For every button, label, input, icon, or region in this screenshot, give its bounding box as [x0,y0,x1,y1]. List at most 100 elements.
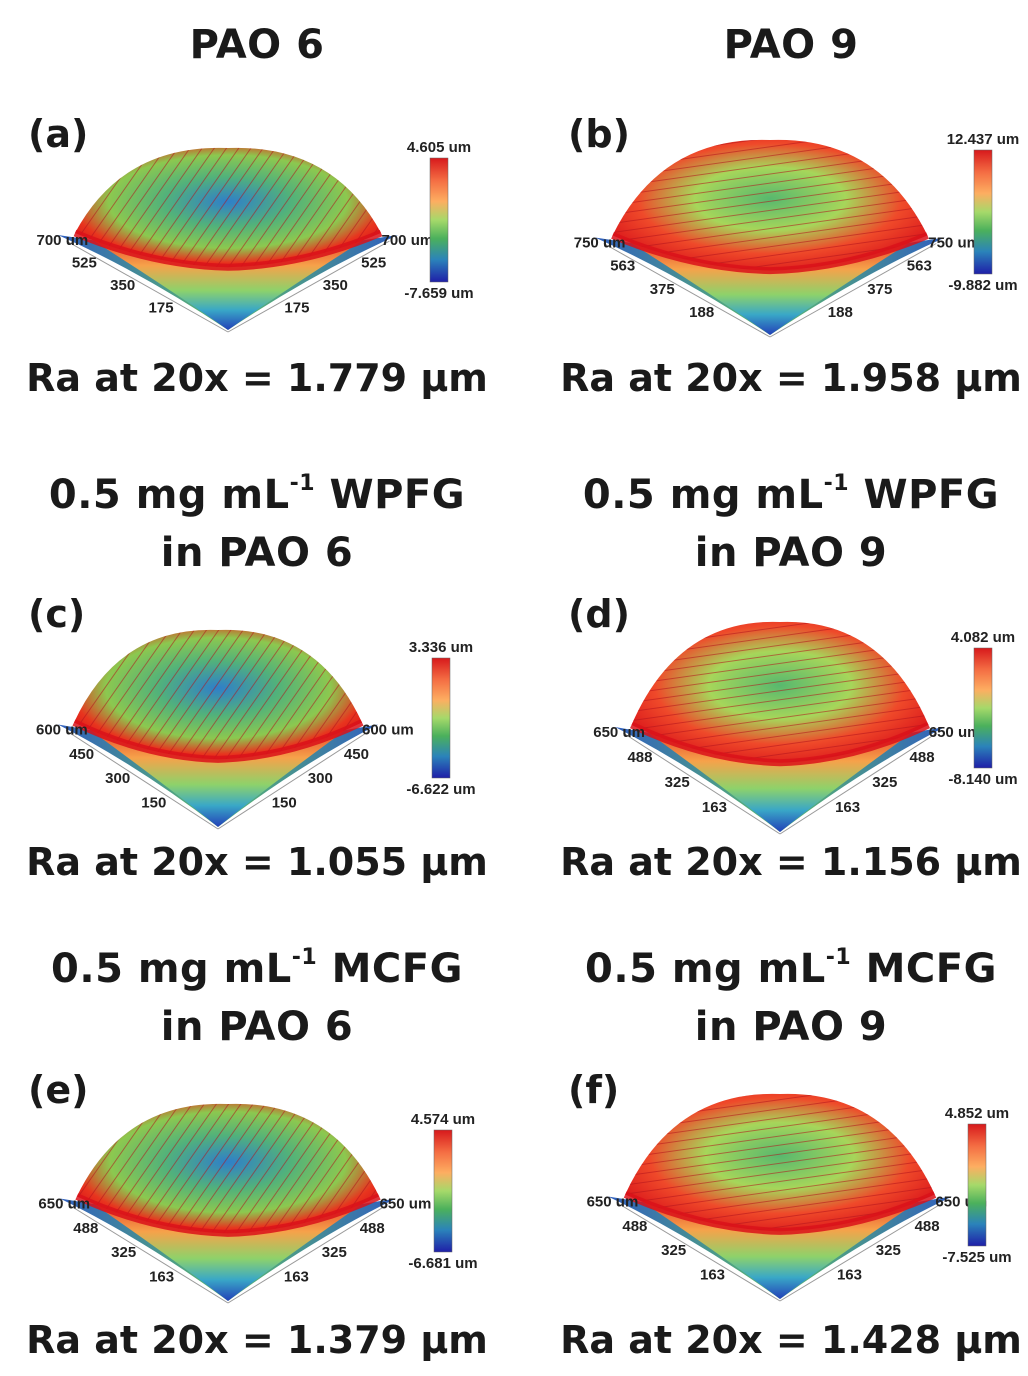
colorbar-max-label: 4.852 um [945,1105,1009,1122]
axis-tick-right: 488 [915,1218,940,1235]
colorbar-min-label: -6.681 um [408,1255,477,1272]
surface-wear-tracks [631,621,929,763]
axis-tick-right: 375 [867,281,892,298]
axis-tick-left: 650 um [587,1194,639,1211]
axis-tick-right: 350 [323,277,348,294]
surface-wear-tracks [76,1103,380,1234]
surface-panel-d: 650 um 650 um 488 488 325 325 163 163 4.082 um -8… [593,621,1018,835]
surface-rim [611,232,929,275]
axis-tick-left: 175 [149,300,174,317]
surface-wear-tracks [74,629,362,760]
axis-line-left [616,1202,781,1302]
axis-tick-right: 300 [308,770,333,787]
axis-tick-left: 163 [702,799,727,816]
axis-tick-left: 188 [689,304,714,321]
axis-tick-right: 700 um [382,232,434,249]
axis-tick-right: 325 [872,774,897,791]
section-title-wpfg-pao9: 0.5 mg mL-1 WPFG in PAO 9 [582,471,1000,576]
surface-wear-tracks [625,1093,935,1232]
axis-tick-right: 163 [835,799,860,816]
column-title-pao9: PAO 9 [723,22,859,68]
axis-tick-left: 488 [627,749,652,766]
axis-line-left [622,732,781,835]
colorbar-min-label: -9.882 um [948,277,1017,294]
surface-rim [72,719,364,763]
axis-tick-right: 450 [344,746,369,763]
axis-tick-right: 650 um [380,1196,432,1213]
axis-line-right [227,1204,388,1304]
section-title-mcfg-pao9: 0.5 mg mL-1 MCFG in PAO 9 [585,945,997,1050]
axis-tick-left: 325 [665,774,690,791]
colorbar [973,149,993,275]
colorbar-min-label: -6.622 um [406,781,475,798]
surface-panel-e: 650 um 650 um 488 488 325 325 163 163 4.574 um -6… [38,1103,478,1304]
axis-tick-left: 375 [650,281,675,298]
axis-tick-right: 325 [322,1244,347,1261]
axis-tick-left: 525 [72,255,97,272]
colorbar-max-label: 3.336 um [409,639,473,656]
axis-line-left [65,730,219,830]
axis-line-right [769,243,937,338]
axis-tick-right: 488 [360,1220,385,1237]
axis-tick-left: 163 [700,1267,725,1284]
axis-line-left [68,1204,229,1304]
axis-tick-left: 563 [610,258,635,275]
axis-tick-left: 450 [69,746,94,763]
axis-tick-left: 325 [661,1242,686,1259]
axis-tick-right: 175 [284,300,309,317]
axis-tick-right: 650 um [929,724,981,741]
axis-tick-left: 163 [149,1269,174,1286]
surface-rim [73,229,383,271]
axis-tick-right: 163 [837,1267,862,1284]
colorbar [973,647,993,769]
surface-rim [75,1193,381,1237]
axis-line-left [603,243,771,338]
ra-value-f: Ra at 20x = 1.428 μm [560,1318,1022,1362]
axis-tick-left: 488 [622,1218,647,1235]
colorbar-min-label: -7.659 um [404,285,473,302]
panel-tag-b: (b) [568,112,630,156]
axis-tick-right: 600 um [362,722,414,739]
surface-panel-c: 600 um 600 um 450 450 300 300 150 150 3.336 um -6… [36,629,476,830]
panel-tag-c: (c) [28,592,86,636]
axis-tick-right: 188 [828,304,853,321]
axis-line-right [779,732,938,835]
axis-tick-right: 325 [876,1242,901,1259]
axis-tick-right: 525 [361,255,386,272]
axis-tick-right: 488 [910,749,935,766]
colorbar-max-label: 4.605 um [407,139,471,156]
column-title-pao6: PAO 6 [189,22,325,68]
surface-panel-b: 750 um 750 um 563 563 375 375 188 188 12.437 um -… [574,131,1019,338]
section-title-wpfg-pao6: 0.5 mg mL-1 WPFG in PAO 6 [48,471,466,576]
axis-tick-left: 750 um [574,235,626,252]
axis-tick-left: 150 [141,795,166,812]
ra-value-b: Ra at 20x = 1.958 μm [560,356,1022,400]
axis-line-right [779,1202,944,1302]
ra-value-e: Ra at 20x = 1.379 μm [26,1318,488,1362]
axis-tick-left: 600 um [36,722,88,739]
axis-tick-left: 350 [110,277,135,294]
axis-tick-left: 300 [105,770,130,787]
axis-tick-right: 563 [907,258,932,275]
colorbar-max-label: 4.082 um [951,629,1015,646]
axis-tick-left: 650 um [38,1196,90,1213]
axis-line-right [227,240,390,333]
section-title-mcfg-pao6: 0.5 mg mL-1 MCFG in PAO 6 [51,945,463,1050]
surface-wear-tracks [612,139,928,271]
axis-tick-left: 650 um [593,724,645,741]
axis-tick-right: 150 [272,795,297,812]
axis-line-right [217,730,371,830]
colorbar-min-label: -8.140 um [948,771,1017,788]
axis-tick-left: 325 [111,1244,136,1261]
panel-tag-d: (d) [568,592,630,636]
axis-tick-left: 700 um [37,232,89,249]
axis-tick-left: 488 [73,1220,98,1237]
axis-tick-right: 750 um [928,235,980,252]
surface-rim [629,721,931,767]
panel-tag-f: (f) [568,1068,620,1112]
ra-value-c: Ra at 20x = 1.055 μm [26,840,488,884]
axis-line-left [66,240,229,333]
surface-panel-a: 700 um 700 um 525 525 350 350 175 175 4.605 um -7… [37,139,474,333]
